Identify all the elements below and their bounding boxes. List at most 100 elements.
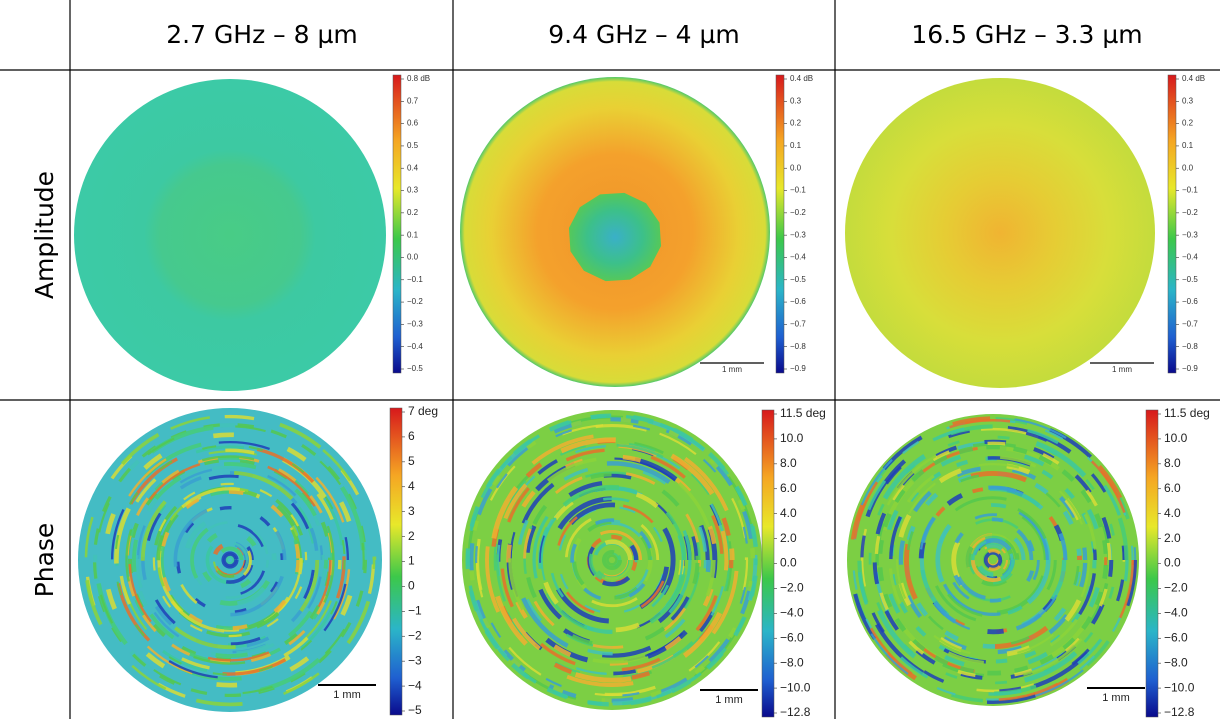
phase-ring [208, 538, 252, 582]
phase-ring [950, 517, 1036, 603]
colorbar-label: 0.2 [790, 119, 802, 128]
scale-bar-label: 1 mm [1102, 692, 1130, 704]
colorbar-label: −8.0 [1164, 655, 1188, 669]
colorbar-label: −4.0 [780, 606, 804, 620]
colorbar-label: −0.5 [1182, 275, 1198, 284]
phase-ring [889, 456, 1097, 664]
scale-bar-label: 1 mm [333, 689, 361, 701]
colorbar-label: 0.1 [407, 230, 419, 239]
colorbar-label: −12.8 [780, 705, 811, 719]
colorbar [1167, 74, 1177, 374]
phase-ring [465, 413, 759, 707]
colorbar-label: −0.4 [407, 342, 423, 351]
colorbar-label: 7 deg [408, 404, 438, 418]
colorbar-label: 0.3 [1182, 96, 1194, 105]
phase-ring [982, 549, 1004, 571]
phase-ring [937, 504, 1049, 616]
phase-ring [554, 502, 670, 618]
phase-ring [114, 444, 346, 676]
phase-ring [144, 474, 316, 646]
colorbar-label: 6.0 [780, 481, 797, 495]
phase-ring [95, 425, 365, 695]
colorbar-label: 0.3 [790, 96, 802, 105]
phase-ring [152, 482, 308, 638]
colorbar-label: −10.0 [1164, 680, 1195, 694]
phase-ring [852, 419, 1134, 701]
colorbar-label: −0.7 [1182, 319, 1198, 328]
scale-bar-label: 1 mm [722, 365, 742, 374]
phase-ring [135, 465, 325, 655]
phase-ring [125, 455, 335, 665]
phase-ring [109, 439, 351, 681]
colorbar-label: 0.1 [790, 141, 802, 150]
colorbar-label: −0.3 [790, 230, 806, 239]
phase-ring [157, 487, 303, 633]
phase-ring [114, 444, 346, 676]
phase-ring [898, 465, 1088, 655]
colorbar-label: −2.0 [1164, 581, 1188, 595]
colorbar-label: 0 [408, 579, 415, 593]
colorbar-label: 10.0 [780, 431, 804, 445]
phase-ring [966, 533, 1020, 587]
phase-ring [469, 417, 755, 703]
colorbar-label: −0.5 [790, 275, 806, 284]
phase-ring [919, 486, 1067, 634]
colorbar-label: −0.3 [407, 319, 423, 328]
colorbar-label: −2 [408, 628, 422, 642]
phase-ring [586, 534, 638, 586]
colorbar-label: 4.0 [1164, 506, 1181, 520]
colorbar [1145, 409, 1159, 718]
phase-ring [140, 470, 320, 650]
phase-ring [513, 461, 711, 659]
phase-ring [495, 443, 729, 677]
phase-ring [976, 543, 1010, 577]
row-label: Phase [30, 523, 59, 598]
colorbar-label: 2 [408, 529, 415, 543]
colorbar-label: −0.8 [790, 342, 806, 351]
colorbar-label: 0.4 dB [1182, 74, 1205, 83]
colorbar-label: 0.2 [1182, 119, 1194, 128]
row-label: Amplitude [30, 171, 59, 299]
colorbar-label: 2.0 [780, 531, 797, 545]
phase-ring [896, 463, 1090, 657]
phase-ring [874, 441, 1112, 679]
phase-ring [159, 489, 301, 631]
amplitude-map [845, 78, 1155, 388]
colorbar-label: −3 [408, 653, 422, 667]
colorbar-label: −0.4 [1182, 253, 1198, 262]
phase-ring [570, 518, 654, 602]
phase-ring [118, 448, 342, 672]
phase-ring [592, 540, 632, 580]
phase-ring [516, 464, 708, 656]
colorbar-label: −0.3 [1182, 230, 1198, 239]
phase-ring [211, 541, 249, 579]
colorbar-label: 6.0 [1164, 481, 1181, 495]
colorbar-label: 0.0 [780, 556, 797, 570]
colorbar-label: −8.0 [780, 655, 804, 669]
colorbar-label: −4 [408, 678, 422, 692]
phase-ring [475, 423, 749, 697]
phase-ring [946, 513, 1040, 607]
phase-ring [581, 529, 643, 591]
amplitude-map-center [568, 192, 662, 282]
phase-ring [965, 532, 1021, 588]
colorbar-label: −0.2 [1182, 208, 1198, 217]
colorbar-label: 4.0 [780, 506, 797, 520]
phase-ring [183, 513, 277, 607]
colorbar-label: −0.1 [790, 186, 806, 195]
colorbar-label: −12.8 [1164, 705, 1195, 719]
phase-ring [601, 549, 623, 571]
phase-ring [184, 514, 276, 606]
colorbar-label: 0.0 [790, 163, 802, 172]
colorbar-label: 2.0 [1164, 531, 1181, 545]
colorbar-label: −4.0 [1164, 606, 1188, 620]
colorbar-label: 8.0 [1164, 456, 1181, 470]
colorbar [389, 407, 403, 716]
phase-ring [970, 537, 1016, 583]
scale-bar-label: 1 mm [715, 694, 743, 706]
phase-ring [572, 520, 652, 600]
phase-ring [224, 554, 236, 566]
phase-ring [83, 413, 377, 707]
colorbar-label: −0.7 [790, 319, 806, 328]
